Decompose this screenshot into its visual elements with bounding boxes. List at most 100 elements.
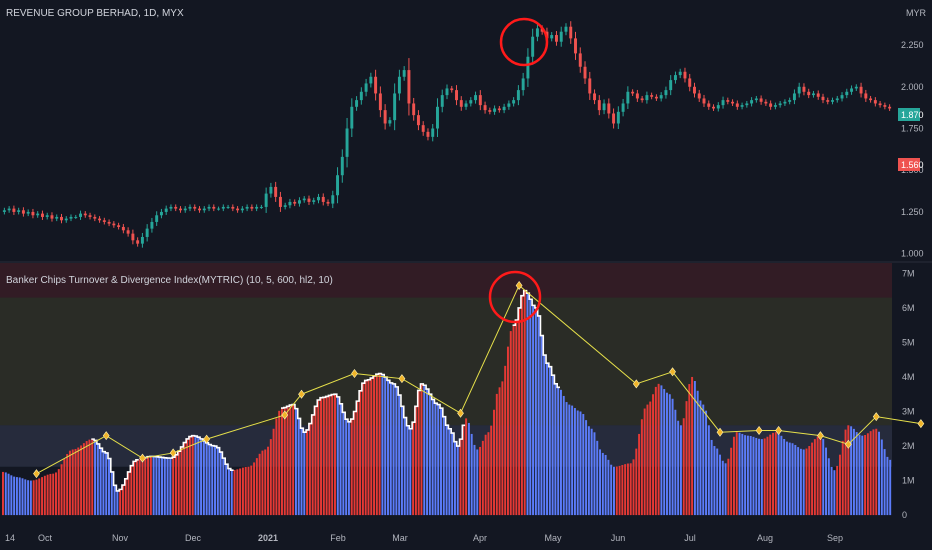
- indicator-bar: [481, 440, 484, 516]
- indicator-bar: [490, 425, 493, 516]
- indicator-pane[interactable]: Banker Chips Turnover & Divergence Index…: [0, 263, 925, 543]
- indicator-bar: [32, 480, 35, 516]
- candle-body: [616, 111, 620, 124]
- candle-body: [283, 205, 287, 207]
- indicator-bar: [476, 449, 479, 516]
- indicator-bar: [336, 396, 339, 516]
- indicator-bar: [361, 383, 364, 516]
- indicator-bar: [110, 471, 113, 516]
- indicator-bar: [791, 443, 794, 516]
- candle-body: [845, 91, 849, 96]
- indicator-bar: [445, 425, 448, 516]
- candle-body: [136, 240, 140, 244]
- indicator-bar: [571, 405, 574, 516]
- indicator-bar: [350, 419, 353, 516]
- indicator-bar: [671, 398, 674, 516]
- indicator-bar: [130, 465, 133, 516]
- candle-body: [421, 125, 425, 132]
- indicator-bar: [440, 408, 442, 516]
- indicator-bar: [721, 460, 724, 516]
- band-red: [0, 263, 892, 298]
- indicator-bar: [29, 480, 32, 516]
- candle-body: [40, 213, 44, 217]
- indicator-bar: [303, 432, 306, 516]
- indicator-bar: [400, 406, 403, 516]
- candle-body: [650, 95, 654, 97]
- indicator-bar: [666, 392, 668, 516]
- indicator-bar: [682, 418, 685, 516]
- indicator-bar: [294, 408, 297, 516]
- indicator-bar: [233, 469, 236, 516]
- indicator-bar: [688, 384, 691, 516]
- candle-body: [64, 218, 68, 221]
- indicator-bar: [442, 416, 445, 516]
- candle-body: [754, 98, 758, 101]
- candle-body: [164, 208, 168, 212]
- candle-body: [297, 200, 301, 204]
- indicator-bar: [431, 399, 434, 516]
- candle-body: [759, 98, 763, 102]
- indicator-bar: [465, 418, 468, 516]
- indicator-bar: [462, 425, 465, 516]
- divergence-marker: [281, 410, 289, 420]
- price-tick-label: 1.750: [901, 123, 924, 133]
- candle-body: [578, 53, 582, 67]
- indicator-bar: [158, 457, 161, 516]
- indicator-bar: [236, 469, 239, 516]
- candle-body: [707, 103, 711, 107]
- indicator-bar: [163, 457, 166, 516]
- price-currency-label: MYR: [906, 8, 927, 18]
- indicator-bar: [613, 466, 615, 516]
- candle-body: [159, 211, 163, 216]
- candle-body: [250, 206, 254, 209]
- candle-body: [98, 218, 102, 221]
- candle-body: [117, 225, 121, 227]
- candle-body: [231, 206, 235, 209]
- candle-body: [50, 215, 54, 219]
- indicator-bar: [108, 458, 110, 516]
- time-axis: 14 Oct Nov Dec 2021 Feb Mar Apr May Jun Jul Aug Sep: [5, 533, 843, 543]
- candle-body: [678, 71, 682, 76]
- candle-body: [792, 93, 796, 101]
- divergence-marker: [351, 369, 358, 379]
- price-pane[interactable]: REVENUE GROUP BERHAD, 1D, MYX MYR 2.250 2…: [2, 8, 927, 259]
- divergence-marker: [139, 453, 146, 463]
- indicator-bar: [80, 445, 83, 516]
- candle-body: [469, 100, 473, 104]
- indicator-bar: [127, 471, 130, 516]
- indicator-bar: [713, 446, 716, 516]
- indicator-bar: [225, 464, 228, 516]
- candle-body: [788, 100, 792, 102]
- candle-body: [17, 210, 21, 212]
- divergence-marker: [398, 374, 406, 384]
- indicator-bar: [63, 458, 66, 516]
- candle-body: [31, 211, 35, 216]
- indicator-bar: [685, 401, 688, 516]
- candle-body: [255, 206, 259, 209]
- indicator-bar: [479, 446, 482, 516]
- indicator-bar: [534, 307, 537, 516]
- indicator-bar: [576, 410, 579, 516]
- candle-body: [45, 215, 49, 217]
- candle-body: [274, 186, 278, 197]
- indicator-bar: [306, 429, 309, 516]
- candle-body: [826, 100, 830, 102]
- indicator-bar: [359, 390, 362, 516]
- candle-body: [821, 96, 825, 101]
- last-price-value: 1.870: [901, 110, 924, 120]
- price-tick-label: 1.250: [901, 207, 924, 217]
- indicator-bar: [621, 465, 624, 516]
- time-tick-label: Oct: [38, 533, 53, 543]
- price-tick-label: 2.000: [901, 82, 924, 92]
- indicator-bar: [526, 293, 529, 516]
- indicator-bar: [169, 458, 172, 516]
- indicator-bar: [724, 463, 727, 516]
- indicator-bar: [121, 485, 124, 516]
- indicator-bar: [607, 459, 610, 516]
- time-tick-label: Aug: [757, 533, 773, 543]
- indicator-bar: [889, 459, 892, 516]
- indicator-bar: [554, 383, 557, 516]
- indicator-bar: [707, 425, 710, 516]
- candle-body: [693, 86, 696, 94]
